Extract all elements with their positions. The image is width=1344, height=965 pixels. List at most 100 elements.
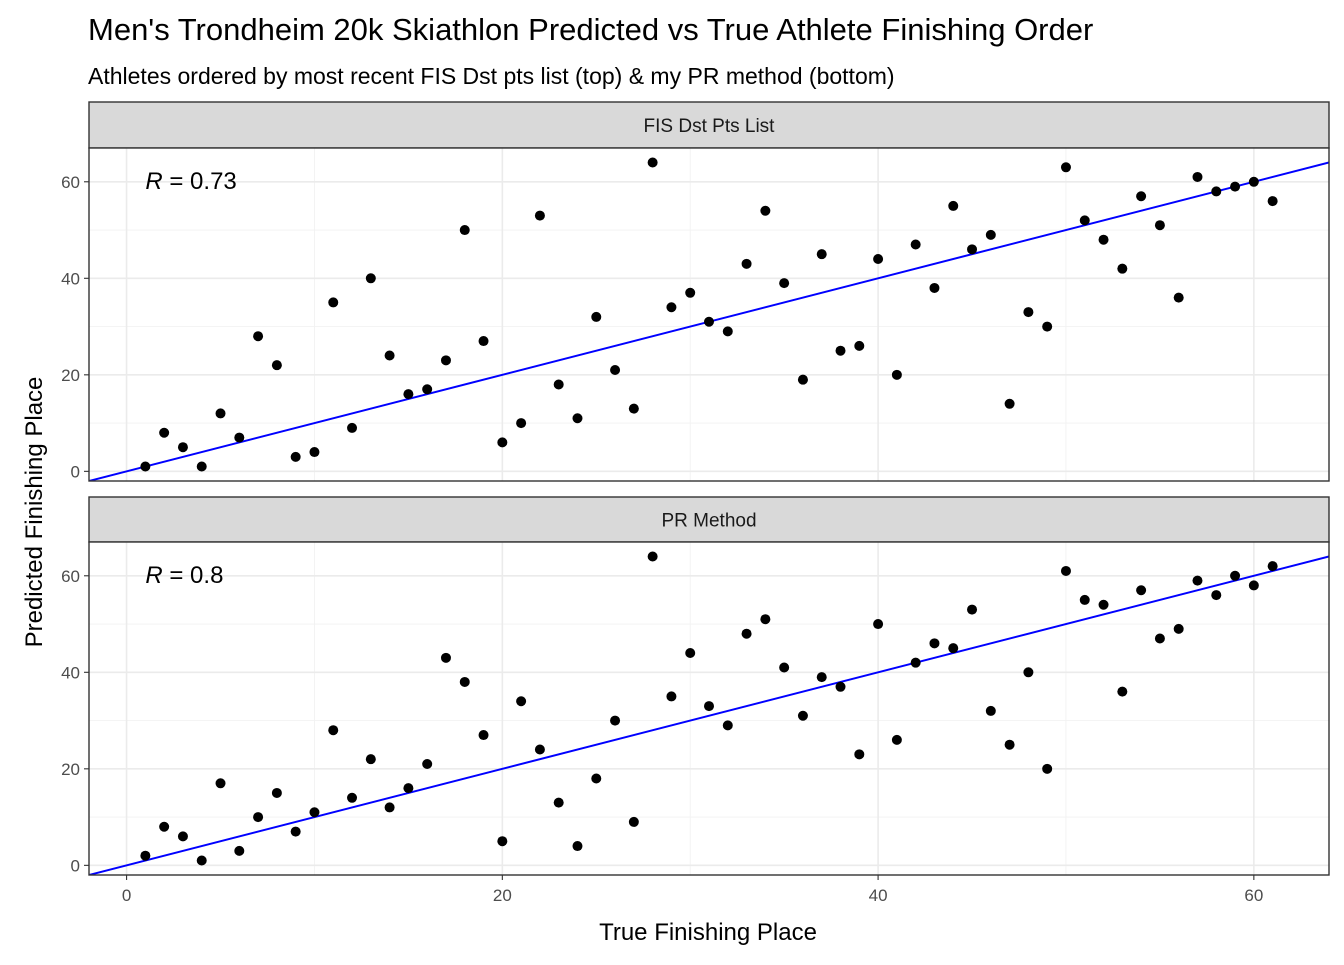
data-point — [722, 326, 733, 337]
correlation-symbol: R — [145, 168, 162, 195]
data-point — [365, 273, 376, 284]
data-point — [1173, 292, 1184, 303]
facet-strip-label: PR Method — [661, 511, 756, 532]
data-point — [1230, 181, 1241, 192]
x-axis: 0 20 40 60 — [122, 875, 1263, 905]
data-point — [234, 432, 245, 443]
data-point — [1060, 565, 1071, 576]
data-point — [685, 287, 696, 298]
y-axis-title: Predicted Finishing Place — [21, 377, 48, 648]
data-point — [929, 282, 940, 293]
data-point — [1248, 176, 1259, 187]
data-point — [1192, 171, 1203, 182]
data-point — [290, 826, 301, 837]
data-point — [497, 437, 508, 448]
data-point — [1042, 763, 1053, 774]
data-point — [309, 447, 320, 458]
data-point — [478, 730, 489, 741]
data-point — [816, 249, 827, 260]
data-point — [1042, 321, 1053, 332]
data-point — [1117, 686, 1128, 697]
data-point — [177, 831, 188, 842]
data-point — [967, 604, 978, 615]
data-point — [704, 701, 714, 712]
data-point — [1079, 594, 1090, 605]
correlation-label: R = 0.8 — [145, 562, 223, 589]
data-point — [177, 442, 188, 453]
data-point — [365, 754, 376, 765]
data-point — [140, 461, 151, 472]
data-point — [1136, 585, 1147, 596]
data-point — [347, 792, 358, 803]
correlation-symbol: R — [145, 562, 162, 589]
data-point — [854, 749, 865, 760]
data-point — [797, 710, 808, 721]
data-point — [910, 657, 921, 668]
data-point — [967, 244, 978, 255]
chart-subtitle: Athletes ordered by most recent FIS Dst … — [88, 63, 895, 89]
data-point — [1211, 590, 1222, 601]
data-point — [910, 239, 921, 250]
data-point — [741, 258, 752, 269]
data-point — [422, 384, 433, 395]
data-point — [647, 157, 658, 168]
data-point — [948, 200, 959, 211]
panel-border — [88, 147, 1330, 482]
data-point — [422, 759, 433, 769]
data-point — [666, 691, 677, 702]
data-point — [1098, 234, 1109, 245]
x-axis-title: True Finishing Place — [599, 919, 817, 946]
data-point — [1211, 186, 1222, 197]
facet-strip — [88, 496, 1330, 543]
data-point — [891, 734, 902, 745]
y-tick-label: 0 — [71, 462, 80, 481]
data-point — [159, 821, 170, 832]
data-point — [1023, 307, 1034, 318]
data-point — [196, 461, 207, 472]
data-point — [290, 451, 301, 462]
data-point — [628, 403, 639, 414]
x-tick-label: 60 — [1244, 886, 1263, 905]
data-point — [534, 210, 545, 221]
data-point — [159, 427, 170, 438]
data-point — [140, 850, 151, 861]
data-point — [835, 345, 846, 356]
data-point — [591, 311, 602, 322]
data-point — [1267, 196, 1278, 207]
y-tick-label: 20 — [61, 366, 80, 385]
data-point — [253, 812, 264, 823]
regression-line — [89, 555, 1329, 875]
data-point — [854, 340, 865, 351]
data-point — [779, 662, 790, 673]
data-point — [347, 422, 358, 433]
data-point — [553, 797, 564, 808]
data-point — [873, 619, 884, 630]
data-point — [516, 418, 527, 429]
data-point — [478, 336, 489, 347]
data-point — [1023, 667, 1034, 678]
data-point — [873, 254, 884, 264]
data-point — [1230, 570, 1241, 581]
data-point — [741, 628, 752, 639]
data-point — [929, 638, 940, 649]
y-tick-label: 0 — [71, 856, 80, 875]
data-point — [459, 676, 470, 687]
data-point — [722, 720, 733, 731]
facet-strip — [88, 101, 1330, 149]
data-point — [271, 787, 282, 798]
data-point — [215, 778, 226, 789]
data-point — [253, 331, 264, 342]
data-point — [1060, 162, 1071, 173]
data-point — [572, 841, 583, 852]
correlation-label: R = 0.73 — [145, 168, 236, 195]
data-point — [440, 652, 451, 663]
data-point — [985, 229, 996, 240]
x-tick-label: 0 — [122, 886, 131, 905]
data-point — [1248, 580, 1259, 591]
data-point — [647, 551, 658, 562]
data-point — [610, 365, 621, 375]
data-point — [816, 672, 827, 683]
data-point — [309, 807, 320, 818]
data-point — [403, 389, 414, 400]
